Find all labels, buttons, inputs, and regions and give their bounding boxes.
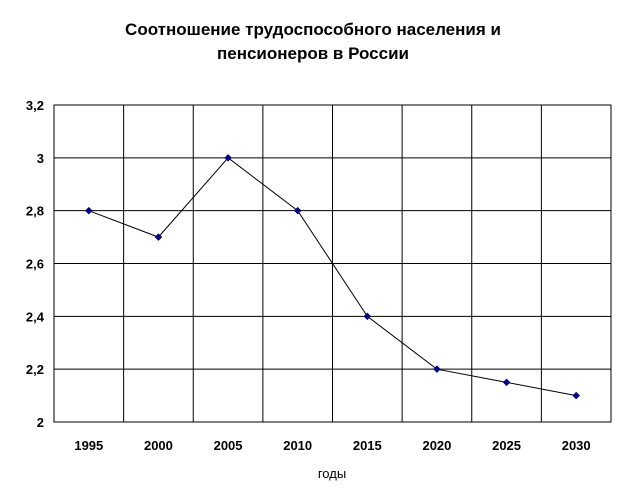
plot-area	[53, 104, 612, 423]
data-point-marker	[84, 206, 93, 215]
chart-title-line-1: Соотношение трудоспособного населения и	[125, 20, 501, 39]
y-tick-label: 2,4	[26, 309, 45, 324]
y-tick-label: 2,6	[26, 257, 44, 272]
data-point-marker	[572, 391, 581, 400]
x-tick-label: 2030	[562, 438, 591, 453]
y-tick-label: 3	[37, 151, 44, 166]
series-markers	[84, 153, 581, 400]
x-tick-label: 2000	[144, 438, 173, 453]
x-tick-label: 2025	[492, 438, 521, 453]
x-tick-label: 2015	[353, 438, 382, 453]
x-axis-ticks: 1995 2000 2005 2010 2015 2020 2025 2030	[74, 438, 590, 453]
data-point-marker	[433, 365, 441, 374]
x-tick-label: 2005	[214, 438, 243, 453]
chart-title-line-2: пенсионеров в России	[216, 44, 409, 63]
data-point-marker	[293, 206, 302, 215]
y-tick-label: 3,2	[26, 98, 44, 113]
x-tick-label: 2010	[283, 438, 312, 453]
y-tick-label: 2,8	[26, 204, 44, 219]
data-point-marker	[154, 233, 163, 241]
x-axis-label: годы	[318, 466, 346, 481]
data-point-marker	[363, 312, 372, 321]
y-tick-label: 2	[37, 415, 44, 430]
data-point-marker	[224, 153, 232, 162]
x-tick-label: 2020	[422, 438, 451, 453]
y-axis-ticks: 2 2,2 2,4 2,6 2,8 3 3,2	[26, 98, 45, 430]
grid	[54, 105, 611, 422]
y-tick-label: 2,2	[26, 362, 44, 377]
chart-title: Соотношение трудоспособного населения и …	[0, 18, 626, 66]
series-line	[88, 157, 577, 397]
x-tick-label: 1995	[74, 438, 103, 453]
data-point-marker	[502, 378, 511, 387]
